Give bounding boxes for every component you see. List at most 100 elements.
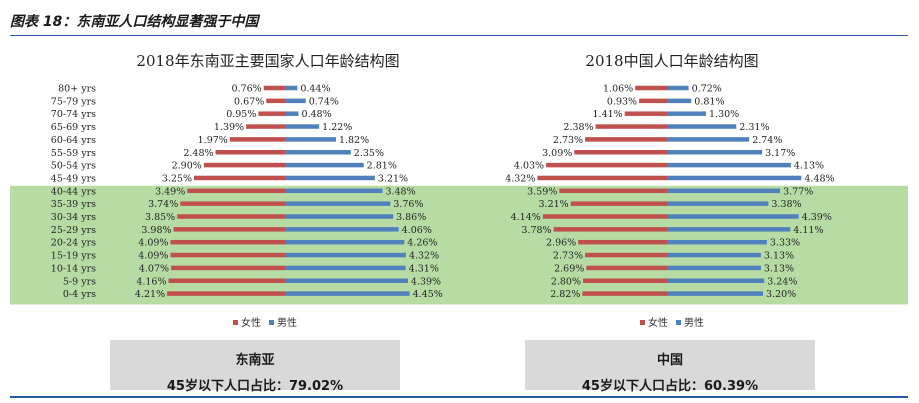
age-label: 50-54 yrs xyxy=(51,161,96,172)
female-value-label: 3.74% xyxy=(148,199,178,210)
female-value-label: 2.38% xyxy=(563,122,593,133)
header-rule xyxy=(10,34,908,36)
age-label: 0-4 yrs xyxy=(63,289,96,300)
legend-label-male: 男性 xyxy=(277,316,297,329)
male-value-label: 3.17% xyxy=(765,148,795,159)
male-bar xyxy=(667,291,763,296)
age-label: 45-49 yrs xyxy=(51,173,96,184)
male-value-label: 3.21% xyxy=(378,173,408,184)
figure-title: 图表 18：东南亚人口结构显著强于中国 xyxy=(10,14,259,30)
summary-text-sea: 45岁以下人口占比：79.02% xyxy=(166,379,344,394)
summary-text-china: 45岁以下人口占比：60.39% xyxy=(581,379,759,394)
female-bar xyxy=(582,291,667,296)
age-label: 20-24 yrs xyxy=(51,238,96,249)
male-value-label: 4.13% xyxy=(794,161,824,172)
age-label: 65-69 yrs xyxy=(51,122,96,133)
male-bar xyxy=(667,201,769,206)
summary-region-sea: 东南亚 xyxy=(235,353,275,368)
male-bar xyxy=(285,265,406,271)
age-label: 70-74 yrs xyxy=(51,109,96,120)
female-bar xyxy=(258,111,285,116)
female-value-label: 0.67% xyxy=(234,96,264,107)
male-value-label: 0.48% xyxy=(301,109,331,120)
female-value-label: 2.69% xyxy=(554,263,584,274)
male-value-label: 3.86% xyxy=(396,212,426,223)
male-value-label: 3.24% xyxy=(767,276,797,287)
female-value-label: 4.14% xyxy=(511,212,541,223)
male-bar xyxy=(667,124,737,129)
male-bar xyxy=(285,227,399,232)
male-bar xyxy=(285,175,375,181)
female-bar xyxy=(170,252,285,258)
female-value-label: 3.49% xyxy=(155,186,185,197)
female-bar xyxy=(167,291,285,296)
female-value-label: 4.32% xyxy=(505,173,535,184)
male-bar xyxy=(667,265,761,271)
age-label: 80+ yrs xyxy=(58,84,96,95)
male-value-label: 4.48% xyxy=(804,173,834,184)
female-bar xyxy=(570,201,667,206)
male-value-label: 4.26% xyxy=(407,238,437,249)
female-value-label: 3.25% xyxy=(162,173,192,184)
male-value-label: 0.44% xyxy=(300,84,330,95)
male-bar xyxy=(667,188,781,194)
female-bar xyxy=(624,111,667,116)
female-value-label: 3.85% xyxy=(145,212,175,223)
male-value-label: 4.39% xyxy=(411,276,441,287)
female-bar xyxy=(180,201,285,206)
male-value-label: 4.31% xyxy=(409,263,439,274)
male-value-label: 3.77% xyxy=(783,186,813,197)
summary-box-sea: 东南亚 45岁以下人口占比：79.02% xyxy=(110,340,400,394)
male-bar xyxy=(667,162,791,168)
female-value-label: 1.41% xyxy=(593,109,623,120)
female-value-label: 0.76% xyxy=(232,84,262,95)
age-label: 55-59 yrs xyxy=(51,148,96,159)
male-bar xyxy=(285,188,383,194)
male-value-label: 3.13% xyxy=(764,263,794,274)
female-value-label: 4.16% xyxy=(136,276,166,287)
male-value-label: 4.39% xyxy=(802,212,832,223)
female-value-label: 0.95% xyxy=(226,109,256,120)
male-bar xyxy=(667,175,802,181)
male-value-label: 4.32% xyxy=(409,251,439,262)
female-value-label: 4.07% xyxy=(139,263,169,274)
male-bar xyxy=(667,98,692,104)
male-value-label: 2.81% xyxy=(367,161,397,172)
male-bar xyxy=(667,137,750,142)
female-bar xyxy=(215,150,285,155)
female-bar xyxy=(635,85,667,91)
male-bar xyxy=(667,252,761,258)
chart-title-sea: 2018年东南亚主要国家人口年龄结构图 xyxy=(136,52,399,70)
female-value-label: 4.09% xyxy=(138,251,168,262)
male-value-label: 3.76% xyxy=(393,199,423,210)
male-bar xyxy=(667,111,706,116)
female-value-label: 1.06% xyxy=(603,84,633,95)
female-bar xyxy=(542,214,667,219)
female-value-label: 3.59% xyxy=(527,186,557,197)
female-bar xyxy=(173,227,285,232)
female-bar xyxy=(194,175,285,181)
female-bar xyxy=(263,85,285,91)
male-value-label: 2.35% xyxy=(354,148,384,159)
legend-label-female: 女性 xyxy=(648,316,668,329)
legend-swatch-male xyxy=(269,320,274,325)
female-bar xyxy=(203,162,285,168)
female-bar xyxy=(171,265,285,271)
age-label: 60-64 yrs xyxy=(51,135,96,146)
summary-box-china: 中国 45岁以下人口占比：60.39% xyxy=(525,340,815,394)
female-value-label: 3.78% xyxy=(521,225,551,236)
age-label: 5-9 yrs xyxy=(63,276,96,287)
age-label: 25-29 yrs xyxy=(51,225,96,236)
female-value-label: 4.09% xyxy=(138,238,168,249)
female-bar xyxy=(586,265,667,271)
male-bar xyxy=(285,85,298,91)
male-value-label: 0.74% xyxy=(309,96,339,107)
female-value-label: 2.82% xyxy=(550,289,580,300)
male-bar xyxy=(285,124,320,129)
male-bar xyxy=(285,291,410,296)
male-bar xyxy=(285,150,351,155)
female-bar xyxy=(546,162,667,168)
female-value-label: 4.21% xyxy=(135,289,165,300)
female-bar xyxy=(585,137,667,142)
male-value-label: 3.20% xyxy=(766,289,796,300)
